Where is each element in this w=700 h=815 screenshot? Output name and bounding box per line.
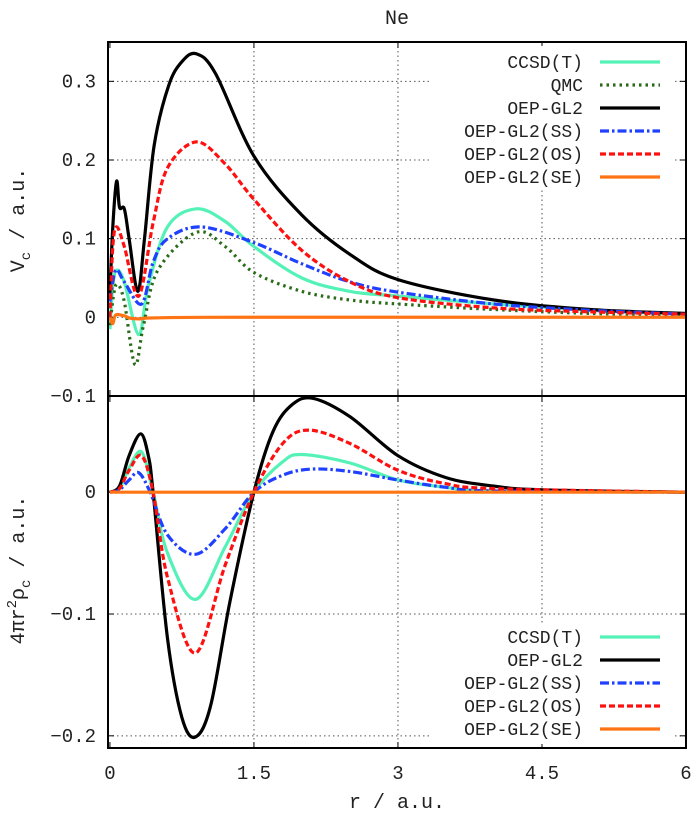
- y-tick-label: −0.1: [50, 386, 96, 408]
- series-line-oep-gl2-os: [108, 140, 686, 318]
- series-line-oep-gl2-se: [108, 312, 686, 326]
- y-tick-label: 0: [85, 482, 96, 504]
- x-tick-label: 1.5: [237, 763, 271, 785]
- top-panel: 0.3 0.2 0.1 0 −0.1 CCSD(T) QMC OEP-GL2 OEP-GL2(S…: [50, 41, 687, 408]
- y-tick-label: 0.3: [62, 71, 96, 93]
- x-axis-label: r / a.u.: [349, 792, 445, 815]
- y-tick-label: −0.1: [50, 604, 96, 626]
- legend-label: OEP-GL2(SS): [464, 675, 583, 695]
- y-axis-label-bottom: 4πr2ρc / a.u.: [5, 496, 35, 645]
- legend-label: OEP-GL2(OS): [464, 698, 583, 718]
- x-tick-label: 0: [104, 763, 115, 785]
- legend-label: OEP-GL2(SE): [464, 721, 583, 741]
- series-line-qmc: [108, 229, 686, 367]
- legend-label: OEP-GL2(SE): [464, 169, 583, 189]
- plot-frame: [107, 395, 687, 749]
- series-line-oep-gl2: [108, 51, 686, 315]
- legend-background: [432, 46, 672, 188]
- series-line-oep-gl2: [109, 396, 686, 740]
- y-axis-label-top: Vc / a.u.: [8, 168, 35, 272]
- y-tick-label: 0.2: [62, 150, 96, 172]
- x-tick-label: 3: [392, 763, 403, 785]
- x-tick-label: 6: [680, 763, 691, 785]
- y-tick-label: 0: [85, 307, 96, 329]
- legend-label: OEP-GL2(OS): [464, 146, 583, 166]
- series-line-oep-gl2-ss: [108, 225, 686, 316]
- legend-label: CCSD(T): [507, 629, 583, 649]
- legend-label: OEP-GL2(SS): [464, 123, 583, 143]
- y-tick-label: −0.2: [50, 726, 96, 748]
- chart-title: Ne: [385, 8, 409, 31]
- series-line-oep-gl2-os: [109, 428, 686, 655]
- legend-label: OEP-GL2: [507, 652, 583, 672]
- legend-label: OEP-GL2: [507, 100, 583, 120]
- legend-label: CCSD(T): [507, 54, 583, 74]
- y-tick-label: 0.1: [62, 229, 96, 251]
- x-tick-label: 4.5: [525, 763, 559, 785]
- legend-label: QMC: [551, 77, 584, 97]
- bottom-panel: 0 1.5 3 4.5 6 0 −0.1 −0.2 CCSD(T) OEP-GL2 OEP-GL2(…: [50, 395, 692, 785]
